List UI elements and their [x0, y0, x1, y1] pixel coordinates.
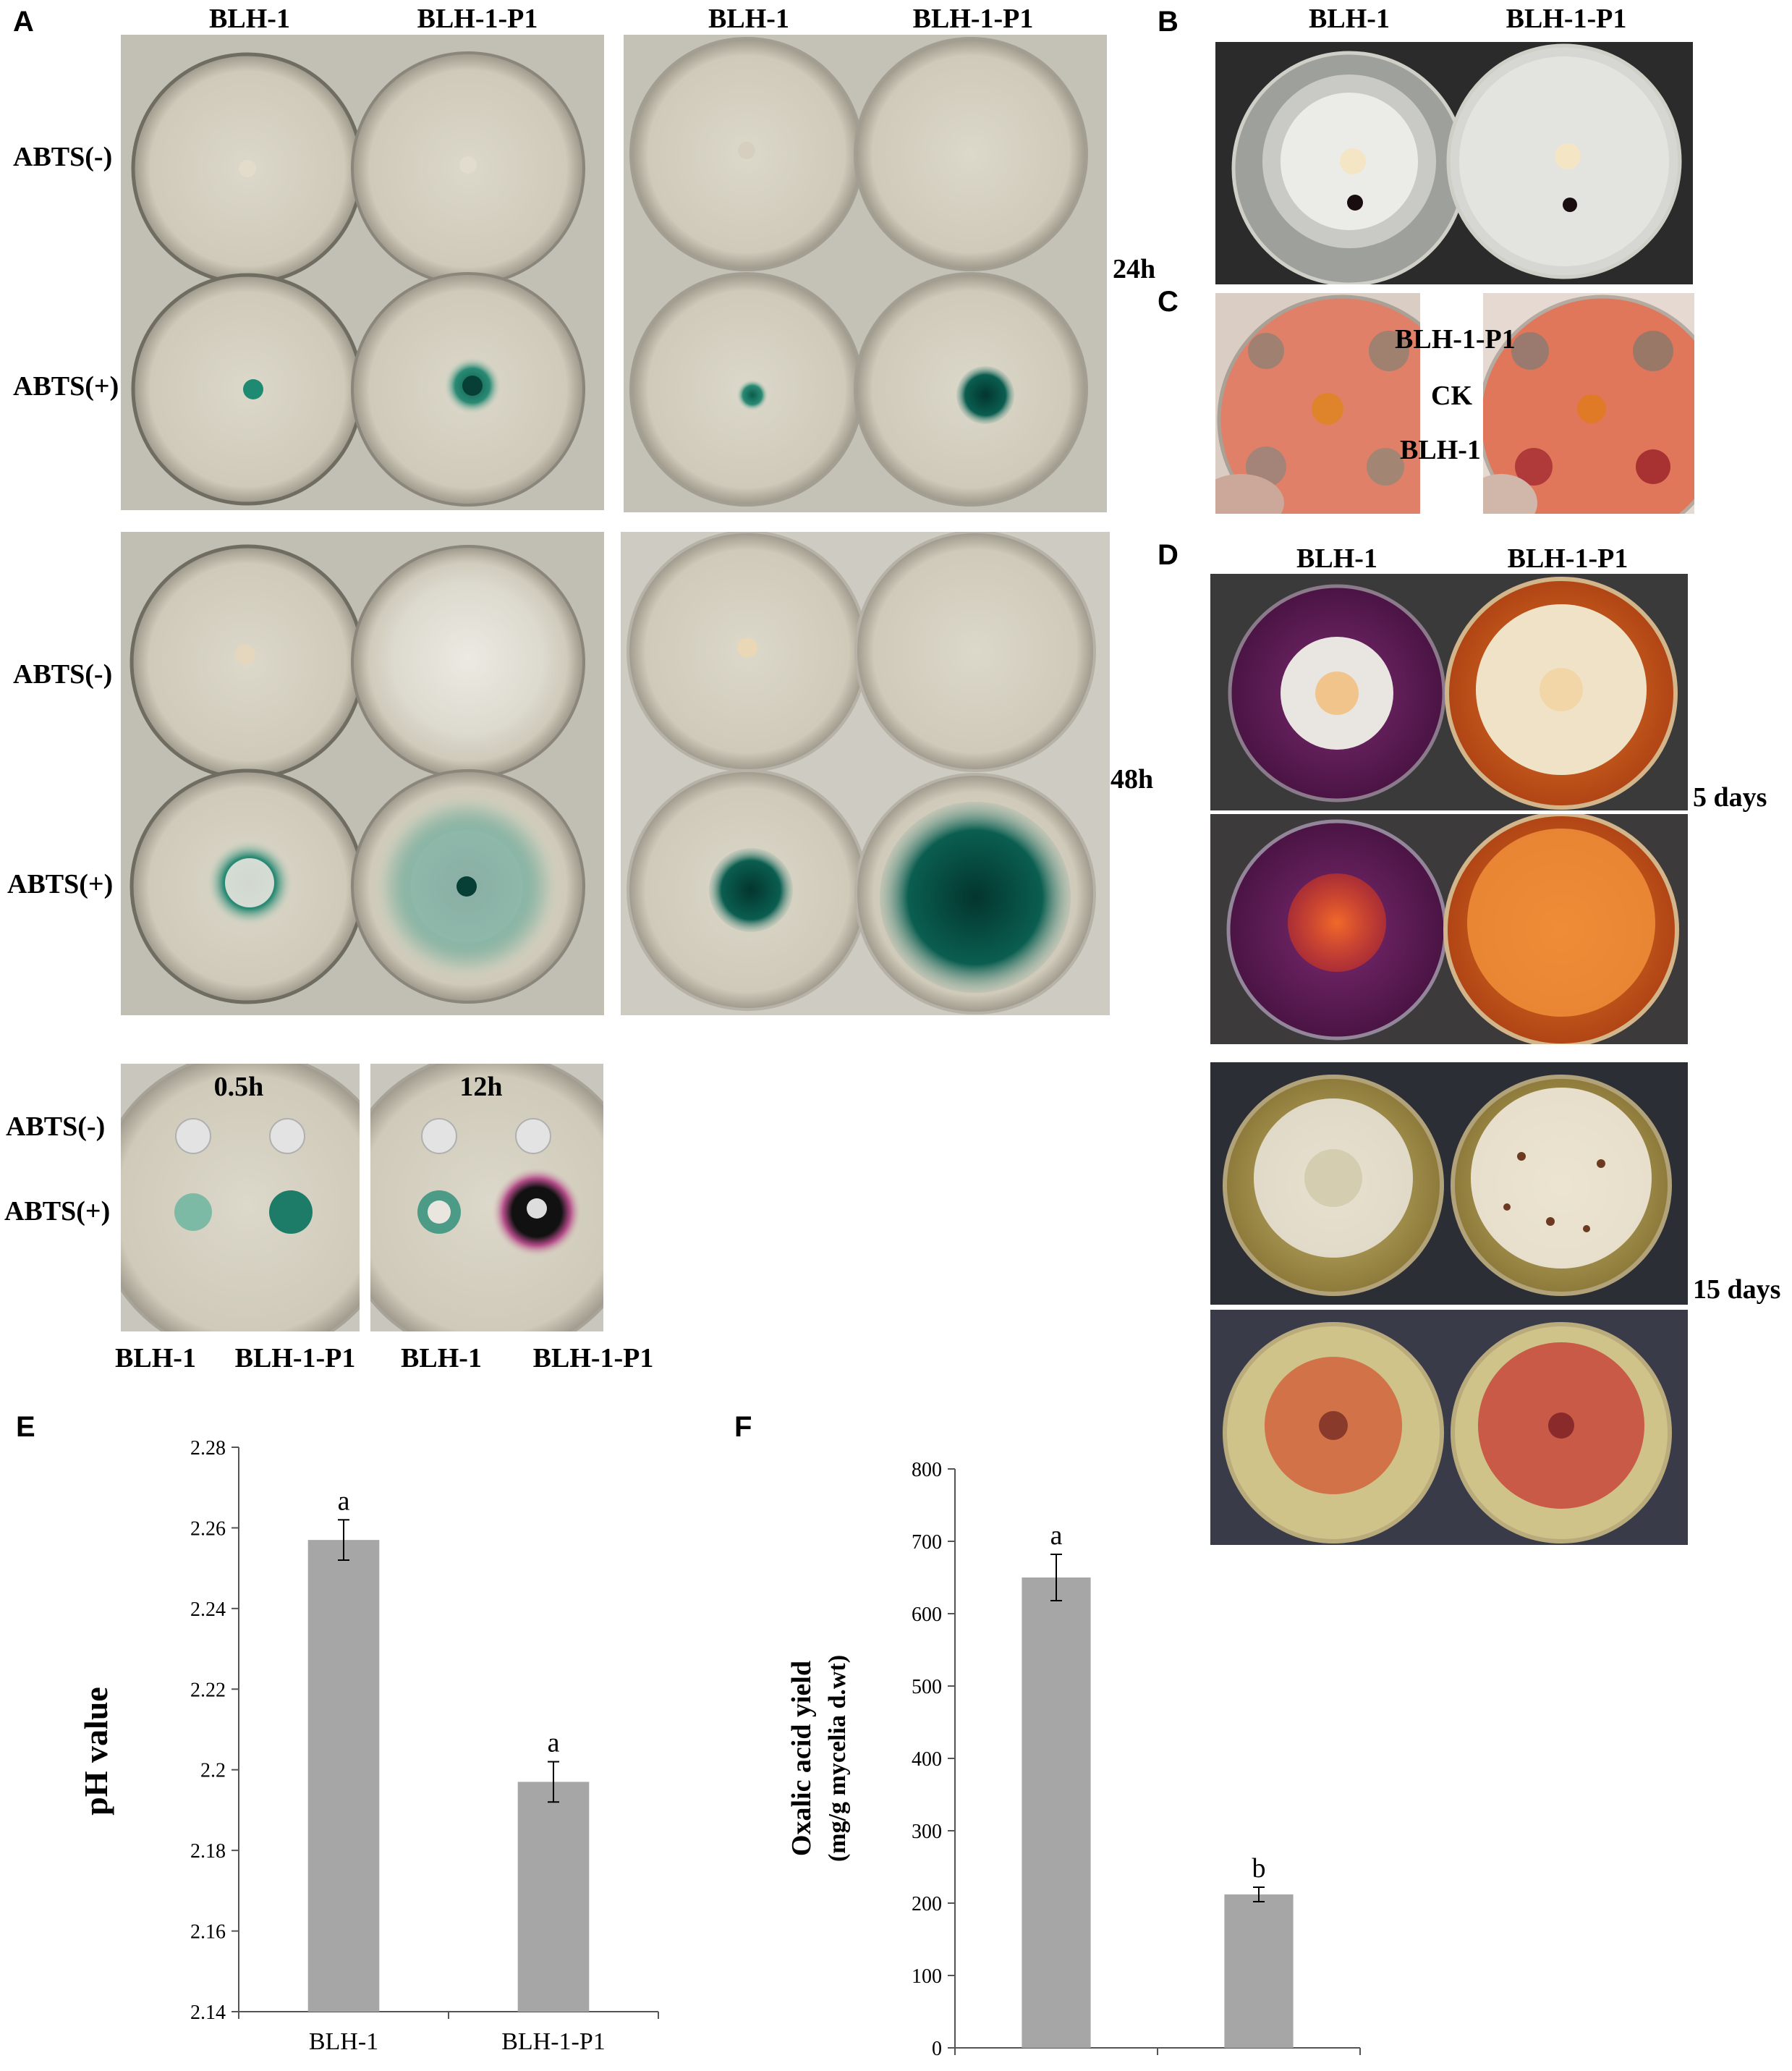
a-bottom-col-blh1-right: BLH-1 [401, 1343, 482, 1373]
chart-e-significance-letter: a [338, 1486, 350, 1516]
d-header-blh1: BLH-1 [1296, 543, 1377, 574]
chart-e-ylabel: pH value [77, 1687, 114, 1816]
chart-e-ytick-label: 2.26 [190, 1517, 226, 1540]
chart-e-significance-letter: a [548, 1728, 560, 1758]
photo-d-5days-top [1210, 574, 1688, 810]
a-bottom-col-blh1-left: BLH-1 [115, 1343, 196, 1373]
a-bottom-time-12h: 12h [459, 1072, 503, 1102]
a-time-24h: 24h [1113, 254, 1156, 284]
photo-c-right [1483, 293, 1694, 514]
chart-f-ytick-label: 300 [912, 1821, 942, 1843]
chart-f-ytick-label: 800 [912, 1459, 942, 1481]
photo-b [1215, 42, 1693, 284]
chart-f-ylabel: Oxalic acid yield [786, 1661, 817, 1856]
a-bottom-row-label-abts-neg: ABTS(-) [6, 1111, 106, 1142]
chart-f-ylabel-units: (mg/g mycelia d.wt) [824, 1655, 851, 1862]
chart-f-ytick-label: 600 [912, 1604, 942, 1626]
a-header-blh1-right: BLH-1 [708, 4, 789, 34]
chart-e-bar [307, 1540, 380, 2012]
a-header-blh1p1-right: BLH-1-P1 [912, 4, 1034, 34]
panel-letter-a: A [13, 6, 34, 38]
chart-f-category-label: BLH-1 [1022, 2064, 1091, 2070]
a-bottom-col-blh1p1-right: BLH-1-P1 [532, 1343, 654, 1373]
photo-c-left [1215, 293, 1420, 514]
chart-f-ytick-label: 0 [932, 2038, 942, 2060]
chart-f-bar [1224, 1894, 1294, 2048]
chart-f-bar [1022, 1577, 1091, 2048]
chart-e-ytick-label: 2.18 [190, 1840, 226, 1863]
chart-f-category-label: BLH-1-P1 [1207, 2064, 1311, 2070]
panel-letter-f: F [734, 1411, 752, 1443]
chart-e-ytick-label: 2.24 [190, 1598, 226, 1621]
chart-e-ytick-label: 2.14 [190, 2002, 226, 2024]
a-row-label-abts-pos-48h: ABTS(+) [7, 869, 114, 899]
photo-a-0-5h [121, 1064, 360, 1331]
photo-a-48h-right [621, 532, 1110, 1015]
chart-f-ytick-label: 400 [912, 1748, 942, 1771]
chart-e-ytick-label: 2.16 [190, 1921, 226, 1944]
photo-d-15days-top [1210, 1062, 1688, 1305]
a-row-label-abts-neg-24h: ABTS(-) [13, 142, 113, 172]
photo-a-48h-left [121, 532, 604, 1015]
c-label-ck: CK [1431, 381, 1472, 411]
d-time-15days: 15 days [1693, 1274, 1781, 1305]
chart-e: 2.14 2.16 2.18 2.2 2.22 2.24 2.26 2.28 a BLH-1 a BL… [43, 1418, 680, 2070]
d-time-5days: 5 days [1693, 782, 1767, 813]
photo-a-24h-right [624, 35, 1107, 512]
photo-d-15days-bottom [1210, 1310, 1688, 1545]
chart-e-bar [517, 1782, 590, 2012]
d-header-blh1p1: BLH-1-P1 [1507, 543, 1628, 574]
chart-e-ytick-label: 2.28 [190, 1437, 226, 1460]
photo-a-12h [370, 1064, 603, 1331]
chart-f-ytick-label: 500 [912, 1676, 942, 1698]
a-bottom-time-0-5h: 0.5h [213, 1072, 264, 1102]
photo-a-24h-left [121, 35, 604, 510]
chart-e-category-label: BLH-1 [309, 2028, 378, 2055]
panel-letter-c: C [1158, 286, 1179, 318]
a-time-48h: 48h [1111, 764, 1154, 795]
b-header-blh1p1: BLH-1-P1 [1506, 4, 1627, 34]
chart-f-ytick-label: 700 [912, 1531, 942, 1554]
chart-f-significance-letter: b [1252, 1853, 1266, 1884]
a-row-label-abts-neg-48h: ABTS(-) [13, 659, 113, 690]
panel-letter-d: D [1158, 539, 1179, 571]
chart-e-ytick-label: 2.22 [190, 1679, 226, 1701]
a-bottom-col-blh1p1-left: BLH-1-P1 [234, 1343, 356, 1373]
a-bottom-row-label-abts-pos: ABTS(+) [4, 1196, 111, 1227]
panel-letter-e: E [16, 1411, 35, 1443]
photo-d-5days-bottom [1210, 814, 1688, 1044]
c-label-blh1p1: BLH-1-P1 [1395, 324, 1516, 355]
panel-letter-b: B [1158, 6, 1179, 38]
a-header-blh1-left: BLH-1 [209, 4, 290, 34]
c-label-blh1: BLH-1 [1400, 435, 1481, 465]
a-header-blh1p1-left: BLH-1-P1 [417, 4, 538, 34]
a-row-label-abts-pos-24h: ABTS(+) [13, 371, 119, 402]
chart-e-ytick-label: 2.2 [200, 1760, 226, 1782]
chart-f: 0 100 200 300 400 500 600 700 800 a BLH-1 b BLH-1-P1… [760, 1418, 1375, 2070]
b-header-blh1: BLH-1 [1309, 4, 1390, 34]
chart-f-ytick-label: 100 [912, 1965, 942, 1988]
chart-e-category-label: BLH-1-P1 [501, 2028, 606, 2055]
chart-f-significance-letter: a [1050, 1520, 1063, 1551]
chart-f-ytick-label: 200 [912, 1893, 942, 1915]
